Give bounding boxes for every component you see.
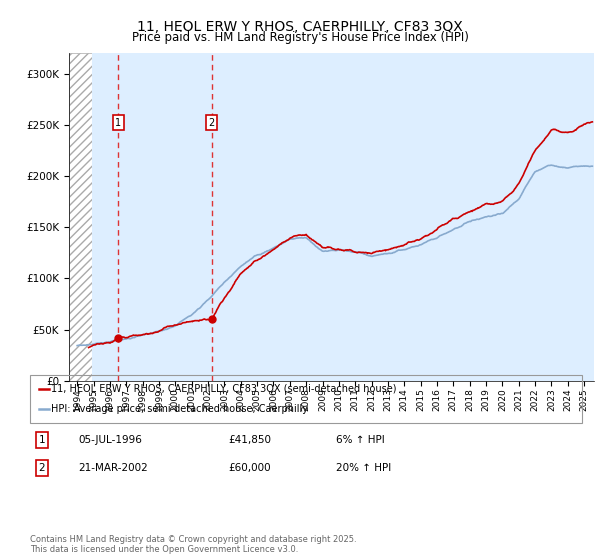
Text: £41,850: £41,850 [228, 435, 271, 445]
Text: 1: 1 [115, 118, 121, 128]
Text: 20% ↑ HPI: 20% ↑ HPI [336, 463, 391, 473]
Text: 05-JUL-1996: 05-JUL-1996 [78, 435, 142, 445]
Text: 1: 1 [38, 435, 46, 445]
Text: 6% ↑ HPI: 6% ↑ HPI [336, 435, 385, 445]
Bar [69, 53, 92, 381]
Text: Contains HM Land Registry data © Crown copyright and database right 2025.
This d: Contains HM Land Registry data © Crown c… [30, 535, 356, 554]
Text: 11, HEOL ERW Y RHOS, CAERPHILLY, CF83 3QX: 11, HEOL ERW Y RHOS, CAERPHILLY, CF83 3Q… [137, 20, 463, 34]
Text: 2: 2 [208, 118, 215, 128]
Text: 21-MAR-2002: 21-MAR-2002 [78, 463, 148, 473]
Text: £60,000: £60,000 [228, 463, 271, 473]
Text: 2: 2 [38, 463, 46, 473]
Bar [92, 53, 594, 381]
Text: HPI: Average price, semi-detached house, Caerphilly: HPI: Average price, semi-detached house,… [51, 404, 308, 414]
Text: 11, HEOL ERW Y RHOS, CAERPHILLY, CF83 3QX (semi-detached house): 11, HEOL ERW Y RHOS, CAERPHILLY, CF83 3Q… [51, 384, 397, 394]
Text: Price paid vs. HM Land Registry's House Price Index (HPI): Price paid vs. HM Land Registry's House … [131, 31, 469, 44]
